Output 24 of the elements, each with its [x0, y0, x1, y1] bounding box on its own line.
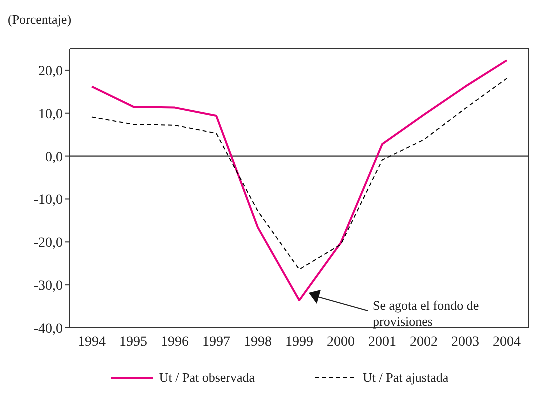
legend-label: Ut / Pat observada: [158, 370, 256, 386]
y-tick-label: -20,0: [34, 236, 63, 252]
x-tick-label: 2002: [410, 334, 438, 350]
y-tick-label: -30,0: [34, 279, 63, 294]
y-tick-label: 10,0: [38, 107, 63, 122]
x-tick-label: 1997: [202, 334, 230, 350]
line-series: [91, 60, 508, 302]
y-tick-label: -10,0: [34, 193, 63, 208]
legend-label: Ut / Pat ajustada: [362, 370, 449, 386]
x-tick-label: 2001: [368, 334, 396, 350]
x-tick-label: 2003: [452, 334, 480, 350]
x-tick-label: 2000: [327, 334, 355, 350]
y-axis-title: (Porcentaje): [8, 12, 72, 28]
x-tick-label: 1999: [286, 334, 314, 350]
x-tick-label: 1998: [244, 334, 272, 350]
x-tick-label: 1994: [78, 334, 106, 350]
x-tick-label: 1995: [120, 334, 148, 350]
y-tick-label: 0,0: [46, 150, 63, 166]
x-tick-label: 2004: [493, 334, 521, 350]
x-tick-label: 1996: [161, 334, 189, 350]
line-series: [92, 78, 508, 270]
annotation: Se agota el fondo de provisiones: [373, 298, 480, 330]
y-tick-label: -40,0: [34, 322, 63, 337]
y-tick-label: 20,0: [38, 64, 63, 80]
